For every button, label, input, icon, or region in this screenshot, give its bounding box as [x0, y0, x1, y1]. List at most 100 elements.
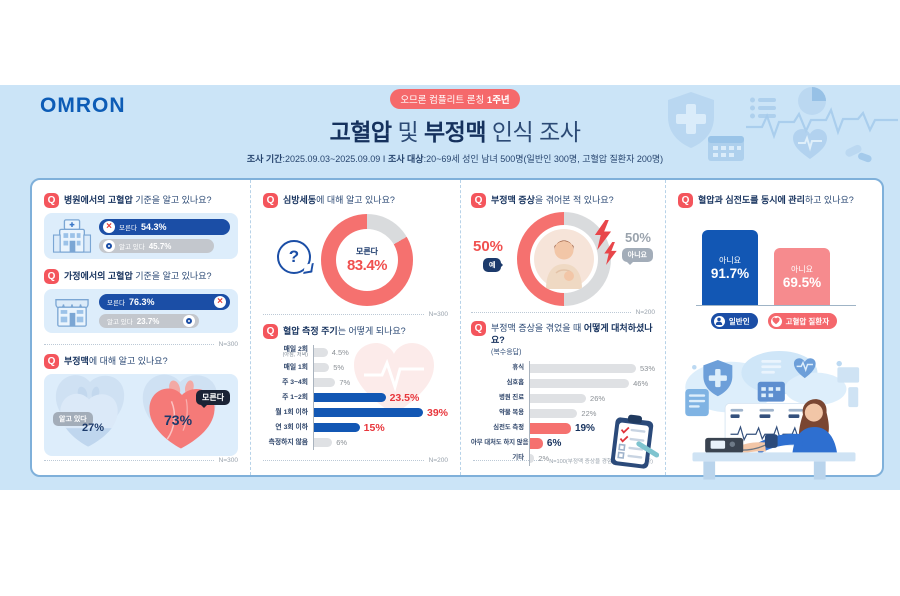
column-afib-and-frequency: Q 심방세동에 대해 알고 있나요? 모른다 83.4% ? N=300 Q	[251, 180, 461, 475]
home-no-pill: 모른다 76.3% ×	[99, 294, 230, 310]
bar	[530, 394, 587, 404]
symptom-donut-chart	[517, 212, 611, 306]
n-label: N=300	[213, 341, 238, 348]
bar-row: 병원 진료 26%	[471, 391, 655, 407]
bar-category-label: 아무 대처도 하지 않음	[471, 439, 529, 447]
yes-label: 알고 있다	[119, 244, 145, 251]
pills-icon	[845, 144, 872, 163]
arrhythmia-hearts-box: 알고 있다 27% 73% 모른다	[44, 374, 238, 456]
question-bold: 어떻게 대처하셨나요?	[491, 323, 653, 345]
n-label: N=300	[213, 457, 238, 464]
bar	[314, 423, 360, 432]
divider: N=200	[471, 309, 655, 316]
bar-value: 19%	[574, 423, 595, 435]
bar-row: 주 3~4회 7%	[263, 375, 448, 390]
meta-bold-1: 조사 기간	[246, 154, 283, 164]
o-mark-icon	[182, 315, 195, 327]
legend-general-public: 일반인	[710, 313, 758, 329]
divider: N=300	[263, 311, 448, 318]
question-frequency: Q 혈압 측정 주기는 어떻게 되나요?	[263, 324, 448, 339]
bar-value: 69.5%	[782, 274, 822, 290]
omron-logo: OMRON	[40, 94, 126, 117]
yes-tag-text: 예	[489, 262, 496, 269]
bar-category-label: 기타	[512, 454, 524, 462]
question-bold: 심방세동	[283, 195, 317, 205]
o-mark-icon	[103, 240, 115, 252]
know-tag-text: 알고 있다	[59, 416, 87, 423]
bar	[314, 393, 386, 402]
x-mark-icon: ×	[103, 221, 115, 233]
hospital-icon	[52, 219, 92, 253]
bar-track: 46%	[529, 376, 655, 392]
meta-regular-2: :20~69세 성인 남녀 500명(일반인 300명, 고혈압 질환자 200…	[423, 154, 664, 164]
anniversary-badge: 오므론 컴플리트 론칭 1주년	[390, 89, 520, 109]
bar-value: 5%	[333, 363, 345, 372]
bar-value: 15%	[363, 421, 385, 434]
q-badge-icon: Q	[44, 193, 59, 208]
home-yes-pill: 알고 있다 23.7%	[99, 314, 199, 328]
heart-icon	[770, 315, 782, 327]
hospital-yes-pill: 알고 있다 45.7%	[99, 239, 215, 253]
legend-label: 고혈압 질환자	[785, 316, 830, 326]
chest-pain-person-icon	[534, 229, 594, 289]
coping-bar-chart: 휴식 53% 심호흡 46% 병원 진료 26% 약물 복용 22% 심전도 측정 19% 아무 대…	[471, 361, 659, 469]
n-label: N=300	[423, 311, 448, 318]
question-rest: 기준을 알고 있나요?	[132, 195, 212, 205]
divider-bottom: N=300	[44, 457, 238, 464]
bar	[314, 348, 328, 357]
shield-cross-icon	[668, 92, 714, 148]
question-afib: Q 심방세동에 대해 알고 있나요?	[263, 193, 448, 208]
legend-label: 일반인	[728, 316, 750, 326]
yes-label: 알고 있다	[107, 319, 133, 326]
bar	[314, 408, 423, 417]
bar-value: 6%	[336, 438, 348, 447]
ecg-line-icon	[746, 107, 898, 139]
question-symptom-text: 부정맥 증상을 겪어본 적 있나요?	[491, 193, 614, 207]
title-regular-1: 및	[391, 119, 425, 145]
question-bold: 혈압 측정 주기	[283, 326, 338, 336]
bar-value: 39%	[426, 406, 448, 419]
question-symptom: Q 부정맥 증상을 겪어본 적 있나요?	[471, 193, 655, 208]
clipboard-icon	[610, 415, 659, 469]
management-column-chart: 아니요 91.7% 아니요 69.5%	[696, 214, 856, 306]
meta-bold-2: 조사 대상	[387, 154, 424, 164]
bar-track: 6%	[313, 435, 448, 450]
hospital-pills: × 모른다 54.3% 알고 있다 45.7%	[99, 219, 230, 253]
divider-bottom: N=200	[263, 457, 448, 464]
bar	[530, 409, 578, 419]
know-percentage: 27%	[82, 422, 105, 434]
hypertension-patient-bar: 아니요 69.5%	[774, 248, 830, 305]
q-badge-icon: Q	[471, 321, 486, 336]
bp-monitoring-illustration	[685, 350, 860, 480]
x-mark-icon: ×	[214, 296, 226, 308]
bar	[530, 438, 543, 450]
bar-value: 53%	[639, 364, 655, 374]
column-hypertension-awareness: Q 병원에서의 고혈압 기준을 알고 있나요?	[32, 180, 251, 475]
bar-row: 매일 2회 (아침, 저녁) 4.5%	[263, 345, 448, 360]
divider: N=300	[44, 341, 238, 348]
home-store-icon	[55, 299, 89, 327]
badge-text: 오므론 컴플리트 론칭	[400, 95, 487, 106]
page-title: 고혈압 및 부정맥 인식 조사	[240, 113, 670, 147]
no-tag-text: 아니요	[627, 252, 647, 259]
list-icon	[750, 97, 776, 119]
header-center: 오므론 컴플리트 론칭 1주년 고혈압 및 부정맥 인식 조사 조사 기간:20…	[240, 89, 670, 165]
lightning-bolt-icon	[604, 242, 617, 265]
no-value: 76.3%	[128, 297, 155, 307]
bar-track: 5%	[313, 360, 448, 375]
bar-row: 심호흡 46%	[471, 376, 655, 392]
bar-row: 약물 복용 22%	[471, 406, 655, 422]
bar	[314, 438, 333, 447]
question-rest: 을 겪어본 적 있나요?	[534, 195, 614, 205]
legend-row: 일반인 고혈압 질환자	[678, 313, 870, 329]
title-bold-1: 고혈압	[329, 119, 392, 145]
question-bold: 부정맥 증상	[491, 195, 535, 205]
question-frequency-text: 혈압 측정 주기는 어떻게 되나요?	[283, 324, 406, 338]
bar-track: 53%	[529, 361, 655, 377]
pie-chart-icon	[798, 87, 826, 115]
meta-regular-1: :2025.09.03~2025.09.09 Ⅰ	[282, 154, 388, 164]
question-bold: 가정에서의 고혈압	[64, 271, 133, 281]
question-rest: 에 대해 알고 있나요?	[88, 356, 168, 366]
badge-bold-text: 1주년	[486, 95, 510, 106]
q-badge-icon: Q	[678, 193, 693, 208]
